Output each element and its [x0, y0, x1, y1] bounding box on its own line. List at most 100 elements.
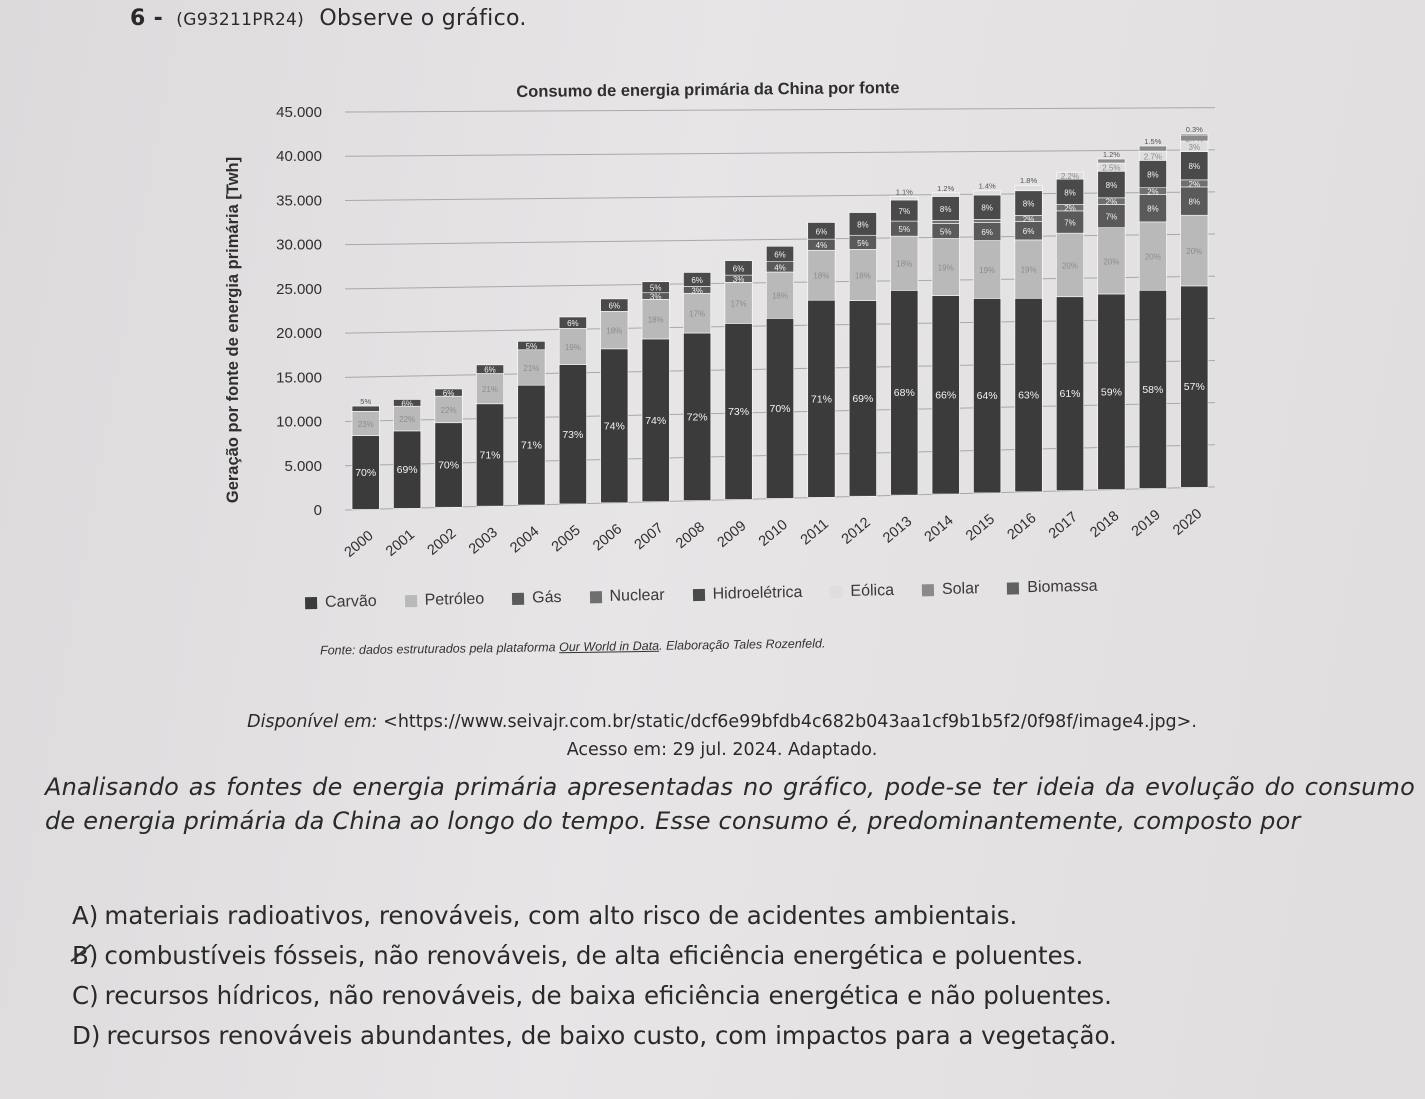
question-number: 6 -	[130, 6, 163, 31]
data-label: 8%	[1147, 171, 1159, 180]
legend-swatch	[1007, 582, 1020, 595]
bar-segment	[393, 430, 422, 509]
bar-segment	[973, 240, 1002, 299]
bar-segment	[890, 235, 919, 291]
legend-label: Hidroelétrica	[712, 583, 803, 603]
option-c-letter: C)	[72, 981, 99, 1010]
data-label: 61%	[1059, 388, 1080, 400]
legend-item: Eólica	[830, 582, 894, 601]
option-a-letter: A)	[72, 901, 99, 930]
energy-chart: Consumo de energia primária da China por…	[224, 79, 1216, 561]
data-label: 64%	[977, 390, 998, 402]
data-label: 8%	[981, 204, 993, 213]
data-label: 2%	[1189, 180, 1201, 189]
bar-segment	[973, 190, 1002, 196]
legend-swatch	[830, 586, 843, 599]
data-label: 6%	[774, 250, 786, 259]
data-label: 6%	[484, 366, 496, 375]
data-label: 1.8%	[1020, 176, 1037, 185]
y-axis-label: Geração por fonte de energia primária [T…	[224, 157, 242, 503]
bar-segment	[1056, 171, 1084, 180]
data-label: 8%	[857, 220, 869, 229]
x-tick-label: 2016	[1004, 510, 1039, 543]
data-label: 1.5%	[1144, 137, 1161, 146]
data-label: 6%	[567, 319, 579, 328]
bar-segment	[931, 238, 960, 296]
availability-label: Disponível em:	[247, 712, 378, 732]
option-b-text: combustíveis fósseis, não renováveis, de…	[104, 941, 1084, 970]
data-label: 74%	[645, 415, 666, 427]
bar-segment	[558, 364, 587, 505]
data-label: 2%	[1147, 188, 1159, 197]
legend-item: Nuclear	[589, 587, 665, 607]
data-label: 19%	[565, 343, 581, 352]
legend-swatch	[589, 591, 602, 604]
data-label: 6%	[691, 276, 703, 285]
data-label: 5%	[940, 228, 952, 237]
legend-item: Gás	[512, 589, 562, 608]
chart-source-link[interactable]: Our World in Data	[558, 638, 660, 655]
option-b-letter: B)	[72, 936, 98, 976]
data-label: 8%	[1064, 188, 1076, 197]
bar-segment	[766, 245, 794, 263]
option-c[interactable]: C) recursos hídricos, não renováveis, de …	[72, 976, 1412, 1016]
data-label: 58%	[1142, 384, 1163, 396]
option-a[interactable]: A) materiais radioativos, renováveis, com…	[72, 896, 1412, 936]
data-label: 8%	[1023, 200, 1035, 209]
bar-segment	[476, 364, 504, 374]
data-label: 8%	[1147, 205, 1159, 214]
bar-segment	[848, 300, 877, 497]
data-label: 20%	[1103, 257, 1119, 266]
data-label: 18%	[648, 316, 664, 325]
data-label: 2%	[1064, 204, 1076, 213]
data-label: 2%	[1106, 198, 1118, 207]
gridline	[344, 149, 1216, 157]
bar-segment	[476, 403, 504, 507]
data-label: 72%	[687, 411, 708, 423]
y-tick-label: 45.000	[276, 104, 322, 121]
option-d[interactable]: D) recursos renováveis abundantes, de bai…	[72, 1016, 1412, 1056]
data-label: 3%	[733, 275, 745, 284]
x-tick-label: 2020	[1170, 506, 1205, 539]
bar-segment	[1097, 293, 1126, 490]
data-label: 57%	[1184, 381, 1205, 393]
bar-segment	[1138, 194, 1167, 223]
data-label: 18%	[896, 260, 912, 269]
gridline	[344, 191, 1216, 201]
data-label: 22%	[441, 406, 457, 415]
x-tick-label: 2004	[507, 523, 542, 556]
x-tick-label: 2008	[673, 519, 708, 552]
bar-segment	[641, 338, 670, 503]
option-b[interactable]: B) combustíveis fósseis, não renováveis, …	[72, 936, 1412, 976]
bar-segment	[931, 196, 960, 221]
availability-url[interactable]: <https://www.seivajr.com.br/static/dcf6e…	[383, 712, 1197, 732]
data-label: 20%	[1062, 261, 1078, 270]
data-label: 1.2%	[937, 184, 954, 193]
data-label: 4%	[774, 263, 786, 272]
bar-segment	[766, 318, 794, 499]
bar-segment	[931, 295, 960, 495]
availability-note: Disponível em: <https://www.seivajr.com.…	[172, 708, 1272, 764]
x-tick-label: 2013	[880, 514, 915, 547]
data-label: 71%	[521, 440, 542, 452]
question-intro: Observe o gráfico.	[319, 6, 527, 31]
bar-segment	[1056, 296, 1084, 492]
legend-swatch	[304, 597, 318, 610]
bar-segment	[848, 212, 877, 236]
data-label: 18%	[772, 292, 788, 301]
bar-segment	[558, 328, 587, 365]
x-tick-label: 2000	[342, 528, 377, 561]
x-tick-label: 2002	[424, 526, 459, 559]
legend-swatch	[692, 588, 705, 602]
data-label: 71%	[811, 393, 832, 405]
bar-segment	[434, 422, 463, 508]
gridline	[344, 233, 1216, 246]
bar-segment	[724, 323, 753, 500]
y-tick-label: 20.000	[276, 325, 322, 342]
data-label: 1.1%	[896, 188, 913, 197]
data-label: 7%	[1064, 219, 1076, 228]
legend-label: Nuclear	[609, 586, 665, 605]
data-label: 19%	[979, 266, 995, 275]
gridline	[344, 107, 1216, 113]
legend-label: Eólica	[850, 581, 895, 600]
